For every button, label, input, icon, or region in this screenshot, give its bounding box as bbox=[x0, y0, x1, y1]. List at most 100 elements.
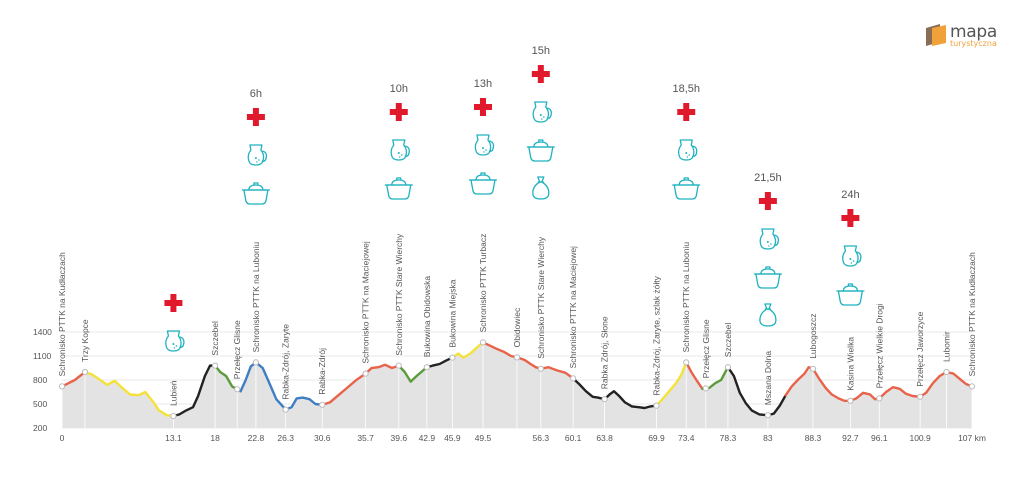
waypoint-label: Schronisko PTTK Turbacz bbox=[478, 234, 488, 333]
x-tick-label: 96.1 bbox=[871, 433, 888, 443]
waypoint-label: Rabka-Zdrój bbox=[317, 348, 327, 395]
trail-segment bbox=[60, 370, 87, 388]
x-tick-label: 92.7 bbox=[842, 433, 859, 443]
waypoint-label: Szczebel bbox=[210, 321, 220, 356]
x-tick-label: 45.9 bbox=[444, 433, 461, 443]
waypoint-label: Przełęcz Jaworzyce bbox=[915, 311, 925, 386]
trail-segment bbox=[630, 404, 658, 410]
x-tick-label: 0 bbox=[60, 433, 65, 443]
waypoint-marker bbox=[702, 385, 709, 392]
waypoint-label: Rabka Zdrój, Słone bbox=[600, 316, 610, 389]
waypoint-marker bbox=[917, 393, 924, 400]
waypoint-label: Bukowina Miejska bbox=[447, 279, 457, 347]
waypoint-label: Mszana Dolna bbox=[763, 351, 773, 406]
x-tick-label: 63.8 bbox=[596, 433, 613, 443]
waypoint-marker bbox=[234, 386, 241, 393]
food-icon bbox=[241, 182, 270, 205]
x-tick-label: 56.3 bbox=[533, 433, 550, 443]
trail-segment bbox=[397, 364, 429, 383]
first-aid-icon bbox=[841, 209, 860, 227]
x-tick-label: 42.9 bbox=[419, 433, 436, 443]
x-tick-label: 30.6 bbox=[314, 433, 331, 443]
stop-time-label: 18,5h bbox=[672, 83, 700, 95]
y-tick-label: 800 bbox=[33, 375, 47, 385]
waypoint-label: Trzy Kopce bbox=[80, 319, 90, 362]
trail-segment bbox=[481, 341, 575, 380]
water-icon bbox=[532, 101, 552, 123]
waypoint-label: Schronisko PTTK na Kudłaczach bbox=[967, 252, 977, 377]
trail-segment bbox=[425, 356, 454, 369]
trail-segment bbox=[239, 361, 287, 411]
water-icon bbox=[390, 139, 410, 161]
x-tick-label: 73.4 bbox=[678, 433, 695, 443]
trail-segment bbox=[655, 361, 688, 407]
waypoint-label: Kasina Wielka bbox=[845, 337, 855, 391]
brand-logo: mapa turystyczna bbox=[926, 22, 1016, 48]
stop-time-label: 21,5h bbox=[754, 172, 782, 184]
waypoint-label: Schronisko PTTK na Kudłaczach bbox=[57, 252, 67, 377]
food-icon bbox=[836, 283, 865, 306]
waypoint-marker bbox=[58, 383, 66, 390]
waypoint-label: Schronisko PTTK Stare Wierchy bbox=[394, 233, 404, 356]
x-tick-label: 22.8 bbox=[248, 433, 265, 443]
map-logo-icon bbox=[926, 24, 946, 46]
stop-time-label: 6h bbox=[250, 88, 262, 100]
first-aid-icon bbox=[473, 98, 492, 116]
stop-time-label: 15h bbox=[532, 45, 550, 57]
trail-segment bbox=[284, 396, 324, 411]
waypoint-marker bbox=[449, 354, 456, 361]
x-tick-label: 26.3 bbox=[277, 433, 294, 443]
waypoint-marker bbox=[943, 368, 950, 376]
x-tick-label: 78.3 bbox=[720, 433, 737, 443]
waypoint-label: Schronisko PTTK na Maciejowej bbox=[568, 246, 578, 368]
first-aid-icon bbox=[246, 108, 265, 126]
waypoint-marker bbox=[395, 362, 402, 369]
x-tick-label: 35.7 bbox=[357, 433, 374, 443]
food-icon bbox=[753, 266, 782, 289]
water-icon bbox=[247, 144, 268, 166]
waypoint-label: Schronisko PTTK Stare Wierchy bbox=[536, 236, 546, 359]
waypoint-marker bbox=[809, 365, 817, 372]
waypoint-marker bbox=[170, 412, 177, 420]
water-icon bbox=[842, 245, 862, 267]
y-tick-label: 500 bbox=[33, 399, 47, 409]
waypoint-label: Szczebel bbox=[723, 323, 733, 358]
x-tick-label: 39.6 bbox=[391, 433, 408, 443]
stop-time-label: 10h bbox=[390, 83, 408, 95]
first-aid-icon bbox=[758, 192, 777, 210]
x-tick-label: 13.1 bbox=[165, 433, 182, 443]
waypoint-marker bbox=[211, 362, 219, 369]
waypoint-marker bbox=[362, 370, 369, 377]
food-icon bbox=[468, 172, 497, 195]
waypoint-marker bbox=[81, 368, 89, 376]
x-tick-label: 60.1 bbox=[565, 433, 582, 443]
x-tick-label: 18 bbox=[210, 433, 220, 443]
supplies-icon bbox=[532, 176, 550, 200]
waypoint-marker bbox=[479, 339, 487, 346]
waypoint-marker bbox=[968, 383, 976, 390]
x-tick-label: 69.9 bbox=[648, 433, 665, 443]
waypoint-label: Przełęcz Glisne bbox=[232, 320, 242, 379]
waypoint-label: Schronisko PTTK na Maciejowej bbox=[361, 241, 371, 363]
first-aid-icon bbox=[531, 65, 550, 83]
trail-segment bbox=[83, 370, 175, 418]
x-tick-label: 88.3 bbox=[805, 433, 822, 443]
water-icon bbox=[474, 134, 495, 156]
trail-segment bbox=[451, 341, 485, 359]
water-icon bbox=[165, 330, 185, 352]
waypoint-marker bbox=[537, 365, 544, 372]
x-tick-label: 83 bbox=[763, 433, 773, 443]
supplies-icon bbox=[759, 303, 777, 327]
trail-segment bbox=[172, 364, 217, 418]
waypoint-label: Lubień bbox=[168, 380, 178, 406]
trail-segment bbox=[726, 366, 787, 417]
y-tick-label: 1400 bbox=[33, 327, 52, 337]
waypoint-label: Obidowiec bbox=[512, 307, 522, 347]
x-tick-label: 107 km bbox=[958, 433, 986, 443]
y-tick-label: 1100 bbox=[33, 351, 52, 361]
waypoint-label: Przełęcz Wielkie Drogi bbox=[874, 303, 884, 388]
water-icon bbox=[759, 228, 780, 250]
trail-segment bbox=[784, 366, 815, 397]
